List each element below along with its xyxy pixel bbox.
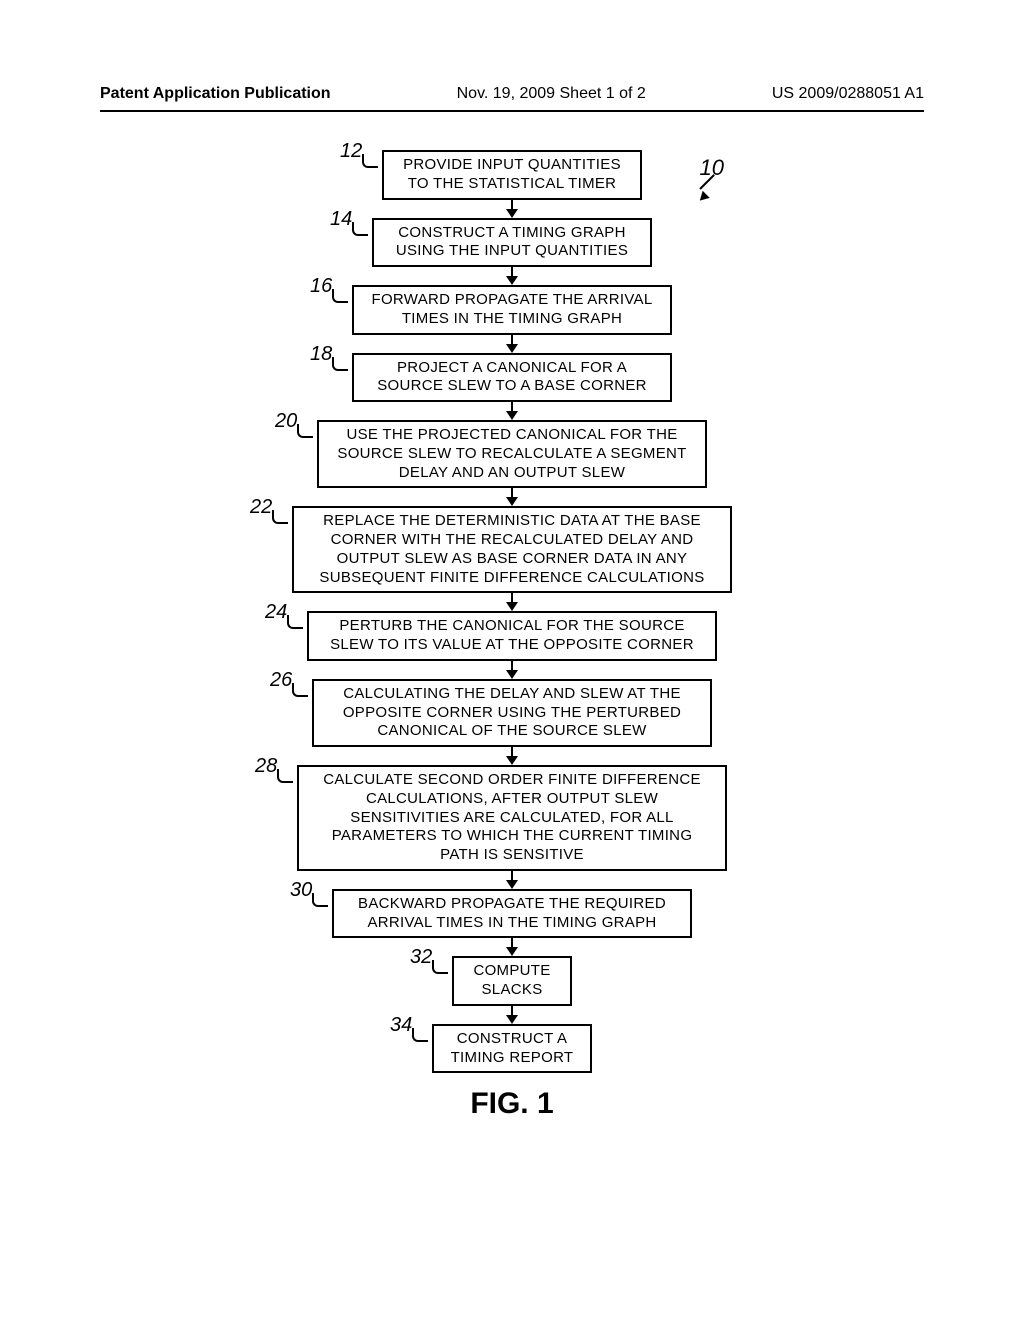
step-number-label: 18 (310, 343, 332, 366)
flow-arrow-icon (506, 661, 518, 679)
flowchart-box: COMPUTESLACKS (452, 956, 572, 1006)
flowchart-step: 32COMPUTESLACKS (452, 956, 572, 1006)
header-right: US 2009/0288051 A1 (772, 85, 924, 103)
flowchart-box: CALCULATING THE DELAY AND SLEW AT THEOPP… (312, 679, 712, 747)
flowchart-step: 18PROJECT A CANONICAL FOR ASOURCE SLEW T… (352, 353, 672, 403)
flow-arrow-icon (506, 488, 518, 506)
flowchart-box: CONSTRUCT A TIMING GRAPHUSING THE INPUT … (372, 218, 652, 268)
step-number-label: 32 (410, 946, 432, 969)
step-number-label: 30 (290, 879, 312, 902)
flowchart-step: 30BACKWARD PROPAGATE THE REQUIREDARRIVAL… (332, 889, 692, 939)
step-number-label: 12 (340, 140, 362, 163)
flowchart-container: 12PROVIDE INPUT QUANTITIESTO THE STATIST… (0, 150, 1024, 1073)
page-header: Patent Application Publication Nov. 19, … (0, 85, 1024, 103)
step-number-label: 26 (270, 669, 292, 692)
flowchart-box: USE THE PROJECTED CANONICAL FOR THESOURC… (317, 420, 707, 488)
flowchart-step: 20USE THE PROJECTED CANONICAL FOR THESOU… (317, 420, 707, 488)
flowchart-step: 26CALCULATING THE DELAY AND SLEW AT THEO… (312, 679, 712, 747)
flowchart-box: FORWARD PROPAGATE THE ARRIVALTIMES IN TH… (352, 285, 672, 335)
step-number-label: 22 (250, 496, 272, 519)
flow-arrow-icon (506, 267, 518, 285)
flowchart-diagram: 12PROVIDE INPUT QUANTITIESTO THE STATIST… (0, 150, 1024, 1121)
flowchart-box: CONSTRUCT ATIMING REPORT (432, 1024, 592, 1074)
flowchart-step: 14CONSTRUCT A TIMING GRAPHUSING THE INPU… (372, 218, 652, 268)
flowchart-box: REPLACE THE DETERMINISTIC DATA AT THE BA… (292, 506, 732, 593)
flowchart-step: 12PROVIDE INPUT QUANTITIESTO THE STATIST… (382, 150, 642, 200)
step-number-label: 14 (330, 208, 352, 231)
flow-arrow-icon (506, 200, 518, 218)
step-number-label: 34 (390, 1014, 412, 1037)
flowchart-step: 24PERTURB THE CANONICAL FOR THE SOURCESL… (307, 611, 717, 661)
flowchart-box: PERTURB THE CANONICAL FOR THE SOURCESLEW… (307, 611, 717, 661)
flowchart-box: CALCULATE SECOND ORDER FINITE DIFFERENCE… (297, 765, 727, 871)
step-number-label: 20 (275, 410, 297, 433)
flow-arrow-icon (506, 747, 518, 765)
flowchart-box: BACKWARD PROPAGATE THE REQUIREDARRIVAL T… (332, 889, 692, 939)
flow-arrow-icon (506, 593, 518, 611)
figure-label: FIG. 1 (0, 1087, 1024, 1121)
step-number-label: 24 (265, 601, 287, 624)
flowchart-step: 28CALCULATE SECOND ORDER FINITE DIFFEREN… (297, 765, 727, 871)
step-number-label: 28 (255, 755, 277, 778)
flow-arrow-icon (506, 1006, 518, 1024)
flowchart-step: 16FORWARD PROPAGATE THE ARRIVALTIMES IN … (352, 285, 672, 335)
flow-arrow-icon (506, 871, 518, 889)
flow-arrow-icon (506, 938, 518, 956)
flow-arrow-icon (506, 335, 518, 353)
flowchart-step: 22REPLACE THE DETERMINISTIC DATA AT THE … (292, 506, 732, 593)
flowchart-box: PROVIDE INPUT QUANTITIESTO THE STATISTIC… (382, 150, 642, 200)
header-left: Patent Application Publication (100, 85, 331, 103)
flowchart-step: 34CONSTRUCT ATIMING REPORT (432, 1024, 592, 1074)
flowchart-box: PROJECT A CANONICAL FOR ASOURCE SLEW TO … (352, 353, 672, 403)
step-number-label: 16 (310, 275, 332, 298)
flow-arrow-icon (506, 402, 518, 420)
header-rule (100, 110, 924, 112)
header-center: Nov. 19, 2009 Sheet 1 of 2 (457, 85, 646, 103)
